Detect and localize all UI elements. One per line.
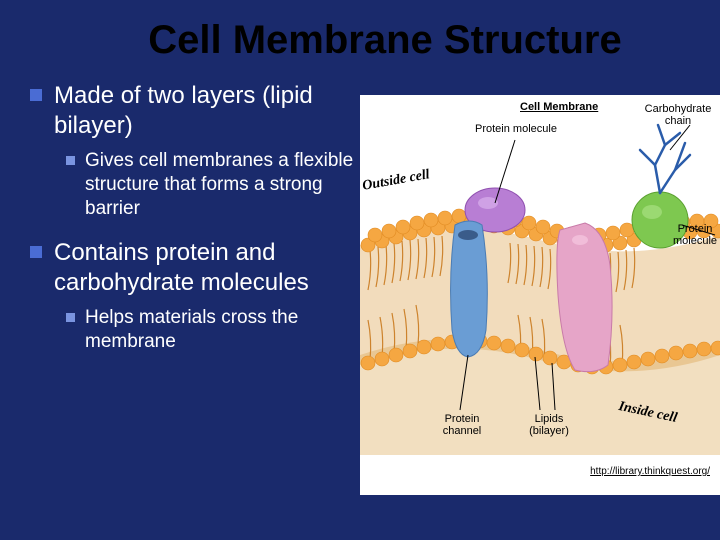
sub-bullet-item: Helps materials cross the membrane: [66, 306, 366, 354]
bullet-item: Contains protein and carbohydrate molecu…: [30, 238, 360, 298]
sub-bullet-text: Helps materials cross the membrane: [85, 306, 366, 354]
bullet-item: Made of two layers (lipid bilayer): [30, 81, 360, 141]
bullet-square-icon: [30, 246, 42, 258]
label-protein-top: Protein molecule: [475, 123, 557, 135]
sub-bullet-text: Gives cell membranes a flexible structur…: [85, 149, 366, 220]
bullet-square-icon: [30, 89, 42, 101]
bullet-text: Made of two layers (lipid bilayer): [54, 81, 360, 141]
label-protein-right: Protein molecule: [670, 223, 720, 247]
label-protein-channel: Protein channel: [432, 413, 492, 437]
bullet-square-icon: [66, 156, 75, 165]
label-carb-chain: Carbohydrate chain: [638, 103, 718, 127]
diagram-credit: http://library.thinkquest.org/: [590, 466, 710, 477]
diagram-title: Cell Membrane: [520, 101, 598, 113]
page-title: Cell Membrane Structure: [0, 0, 720, 71]
bullet-square-icon: [66, 313, 75, 322]
bullet-text: Contains protein and carbohydrate molecu…: [54, 238, 360, 298]
sub-bullet-item: Gives cell membranes a flexible structur…: [66, 149, 366, 220]
cell-membrane-diagram: Cell Membrane Protein molecule Carbohydr…: [360, 95, 720, 495]
label-lipids: Lipids (bilayer): [518, 413, 580, 437]
